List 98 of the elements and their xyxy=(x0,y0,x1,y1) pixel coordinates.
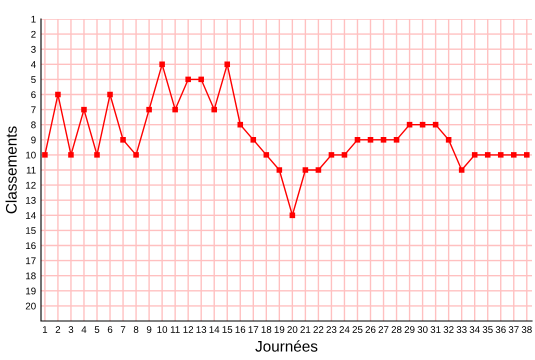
point xyxy=(380,137,386,143)
x-tick-label: 13 xyxy=(196,326,206,333)
x-tick-label: 34 xyxy=(470,326,480,333)
point xyxy=(524,152,530,158)
y-tick-label: 9 xyxy=(31,136,36,144)
x-tick-label: 26 xyxy=(366,326,376,333)
x-tick-label: 3 xyxy=(68,326,74,333)
point xyxy=(342,152,348,158)
point xyxy=(420,122,426,128)
x-tick-label: 11 xyxy=(170,326,180,333)
point xyxy=(368,137,374,143)
y-tick-label: 7 xyxy=(31,106,36,114)
y-tick-label: 13 xyxy=(26,196,36,204)
x-tick-label: 25 xyxy=(352,326,362,333)
x-tick-label: 9 xyxy=(146,326,152,333)
x-tick-label: 15 xyxy=(222,326,232,333)
point xyxy=(55,92,61,98)
y-tick-label: 6 xyxy=(31,91,36,98)
x-tick-label: 1 xyxy=(42,326,48,333)
y-tick-label: 5 xyxy=(31,76,36,84)
y-tick-label: 20 xyxy=(26,302,36,310)
y-tick-label: 18 xyxy=(26,272,36,280)
x-tick-label: 37 xyxy=(508,326,519,333)
point xyxy=(250,137,256,143)
point xyxy=(120,137,126,143)
y-tick-label: 10 xyxy=(26,152,36,159)
point xyxy=(290,212,296,218)
point xyxy=(484,152,490,158)
x-tick-label: 23 xyxy=(326,326,336,333)
x-tick-label: 21 xyxy=(300,326,310,333)
point xyxy=(432,122,438,128)
point xyxy=(354,137,360,143)
point xyxy=(146,106,152,112)
x-tick-label: 16 xyxy=(236,326,246,333)
x-tick-label: 7 xyxy=(120,326,126,333)
point xyxy=(498,152,504,158)
x-tick-label: 27 xyxy=(378,326,388,333)
x-tick-label: 8 xyxy=(134,326,138,333)
y-tick-label: 12 xyxy=(26,182,36,189)
point xyxy=(211,106,217,112)
point xyxy=(446,137,452,143)
x-tick-label: 33 xyxy=(456,326,467,333)
point xyxy=(185,76,191,82)
point xyxy=(107,92,113,98)
point xyxy=(224,62,230,68)
y-tick-label: 15 xyxy=(26,227,36,234)
x-tick-label: 10 xyxy=(157,326,168,333)
y-tick-label: 4 xyxy=(30,61,36,68)
y-tick-label: 8 xyxy=(31,121,36,128)
x-tick-label: 14 xyxy=(210,326,220,333)
x-tick-label: 31 xyxy=(430,326,441,333)
point xyxy=(406,122,412,128)
point xyxy=(68,152,74,158)
point xyxy=(172,106,178,112)
x-tick-label: 38 xyxy=(522,326,532,333)
point xyxy=(510,152,517,158)
x-tick-label: 35 xyxy=(482,326,493,333)
y-tick-label: 14 xyxy=(26,212,36,219)
y-tick-label: 16 xyxy=(26,242,36,250)
point xyxy=(316,167,322,173)
point xyxy=(276,167,282,173)
x-tick-label: 28 xyxy=(392,326,402,333)
point xyxy=(237,122,244,128)
x-tick-label: 5 xyxy=(94,326,100,333)
y-tick-label: 3 xyxy=(31,46,36,53)
x-tick-label: 2 xyxy=(56,326,60,333)
point xyxy=(133,152,139,158)
point xyxy=(458,167,464,173)
y-tick-label: 19 xyxy=(26,288,36,294)
x-axis-title: Journées xyxy=(255,340,318,352)
point xyxy=(472,152,478,158)
y-tick-label: 1 xyxy=(31,16,36,23)
point xyxy=(198,76,204,82)
y-tick-label: 17 xyxy=(26,257,36,264)
y-axis-title: Classements xyxy=(6,126,17,214)
point xyxy=(159,62,165,68)
x-tick-label: 19 xyxy=(274,326,284,333)
point xyxy=(81,106,87,112)
x-tick-label: 32 xyxy=(444,326,454,333)
x-tick-label: 4 xyxy=(82,326,86,333)
point xyxy=(94,152,100,158)
x-tick-label: 6 xyxy=(108,326,112,333)
point xyxy=(394,137,400,143)
point xyxy=(42,152,48,158)
x-tick-label: 30 xyxy=(418,326,428,333)
x-tick-label: 22 xyxy=(313,326,324,333)
x-tick-label: 29 xyxy=(404,326,415,333)
x-tick-label: 24 xyxy=(340,326,350,333)
x-tick-label: 17 xyxy=(248,326,258,333)
x-tick-label: 12 xyxy=(184,326,194,333)
point xyxy=(328,152,334,158)
x-tick-label: 18 xyxy=(262,326,272,333)
x-tick-label: 20 xyxy=(287,326,298,333)
point xyxy=(302,167,308,173)
x-tick-label: 36 xyxy=(496,326,506,333)
y-tick-label: 11 xyxy=(26,166,36,174)
point xyxy=(264,152,270,158)
y-tick-label: 2 xyxy=(31,30,36,38)
